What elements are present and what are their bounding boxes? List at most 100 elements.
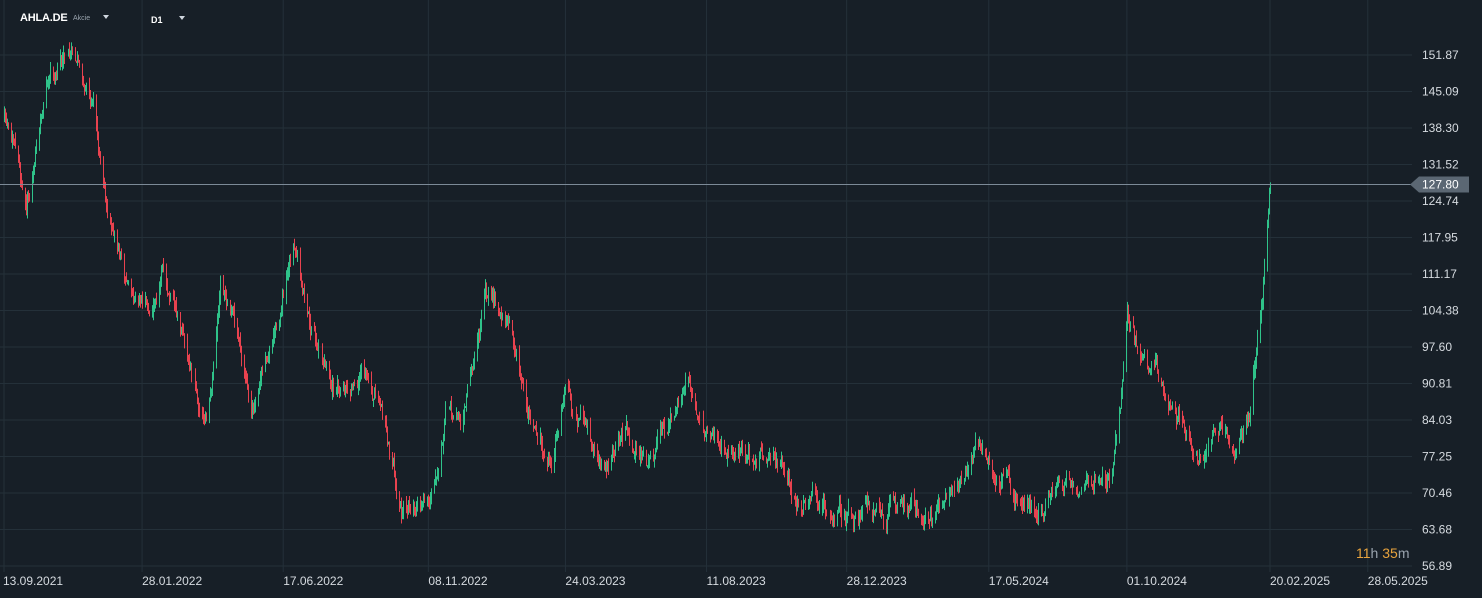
candle-body (1003, 474, 1004, 476)
time-axis[interactable]: 13.09.2021 28.01.2022 17.06.2022 08.11.2022… (3, 574, 1428, 588)
candle-body (1064, 484, 1065, 489)
candle-body (279, 321, 280, 329)
candle-body (331, 384, 332, 392)
candle-body (239, 338, 240, 340)
candle-body (128, 282, 129, 284)
candle-body (417, 500, 418, 504)
candle-body (463, 417, 464, 429)
candle-body (845, 517, 846, 525)
candle-body (1102, 473, 1103, 481)
candle-body (1072, 480, 1073, 487)
candle-body (689, 377, 690, 380)
candle-body (577, 417, 578, 427)
candle-body (762, 450, 763, 455)
candle-body (918, 509, 919, 517)
price-tick-label: 124.74 (1422, 194, 1459, 208)
candle-body (811, 493, 812, 500)
candle-body (400, 504, 401, 507)
candle-body (484, 292, 485, 312)
date-tick-label: 17.05.2024 (989, 574, 1049, 588)
candle-body (315, 331, 316, 340)
candle-body (1243, 431, 1244, 441)
candle-body (252, 407, 253, 414)
timeframe-selector[interactable]: D1 (151, 15, 163, 25)
candle-body (234, 310, 235, 323)
candle-body (162, 265, 163, 273)
candle-body (488, 289, 489, 299)
candle-body (32, 179, 33, 199)
candle-body (68, 50, 69, 56)
candle-body (276, 323, 277, 328)
candle-body (1149, 368, 1150, 371)
candle-body (756, 462, 757, 464)
candle-body (1099, 477, 1100, 482)
candle-body (890, 497, 891, 505)
price-axis[interactable]: 151.87 145.09 138.30 131.52 124.74 117.95 111.… (1422, 48, 1459, 573)
candle-body (646, 455, 647, 465)
candle-body (132, 288, 133, 292)
candle-body (196, 387, 197, 390)
candle-body (767, 460, 768, 462)
candle-body (155, 300, 156, 305)
candle-body (1196, 453, 1197, 456)
candle-body (523, 383, 524, 387)
candle-body (585, 420, 586, 425)
candle-body (1010, 481, 1011, 488)
candle-body (1112, 471, 1113, 483)
candle-body (916, 501, 917, 511)
candle-body (457, 414, 458, 416)
candle-body (1071, 480, 1072, 483)
candle-body (410, 506, 411, 514)
candle-body (1262, 304, 1263, 308)
candle-body (876, 503, 877, 510)
candle-body (140, 298, 141, 301)
candle-body (1056, 482, 1057, 489)
candle-body (79, 61, 80, 68)
candle-body (1095, 477, 1096, 483)
candle-body (1121, 395, 1122, 408)
candle-body (139, 300, 140, 306)
candle-body (1123, 365, 1124, 381)
candle-body (401, 505, 402, 516)
candle-body (163, 265, 164, 267)
candle-body (896, 505, 897, 507)
candle-body (1270, 184, 1271, 190)
candle-body (578, 419, 579, 426)
candle-body (421, 504, 422, 506)
candle-body (99, 148, 100, 151)
candle-body (121, 255, 122, 257)
candle-body (445, 408, 446, 423)
candle-body (195, 374, 196, 388)
candle-body (928, 516, 929, 522)
candle-body (1236, 448, 1237, 452)
candle-body (846, 515, 847, 527)
candle-body (351, 383, 352, 395)
candle-body (1183, 420, 1184, 424)
candle-body (290, 260, 291, 264)
candle-body (1126, 329, 1127, 364)
candle-body (922, 518, 923, 520)
candle-body (367, 372, 368, 375)
candle-body (188, 355, 189, 360)
candle-body (90, 95, 91, 106)
candle-body (154, 303, 155, 305)
symbol-selector[interactable]: AHLA.DE (20, 12, 68, 24)
candle-body (1129, 319, 1130, 325)
candle-body (470, 374, 471, 386)
candle-body (841, 511, 842, 521)
candle-body (206, 419, 207, 422)
candle-body (1008, 470, 1009, 474)
candle-body (127, 281, 128, 284)
candle-body (818, 503, 819, 511)
candle-body (540, 434, 541, 440)
candle-body (1066, 474, 1067, 482)
candle-body (1002, 473, 1003, 481)
candle-body (431, 489, 432, 496)
timeframe-dropdown-icon[interactable] (179, 16, 185, 20)
candle-body (260, 379, 261, 384)
candle-body (40, 121, 41, 128)
symbol-dropdown-icon[interactable] (103, 15, 109, 19)
candle-body (1028, 500, 1029, 508)
candle-body (734, 453, 735, 457)
